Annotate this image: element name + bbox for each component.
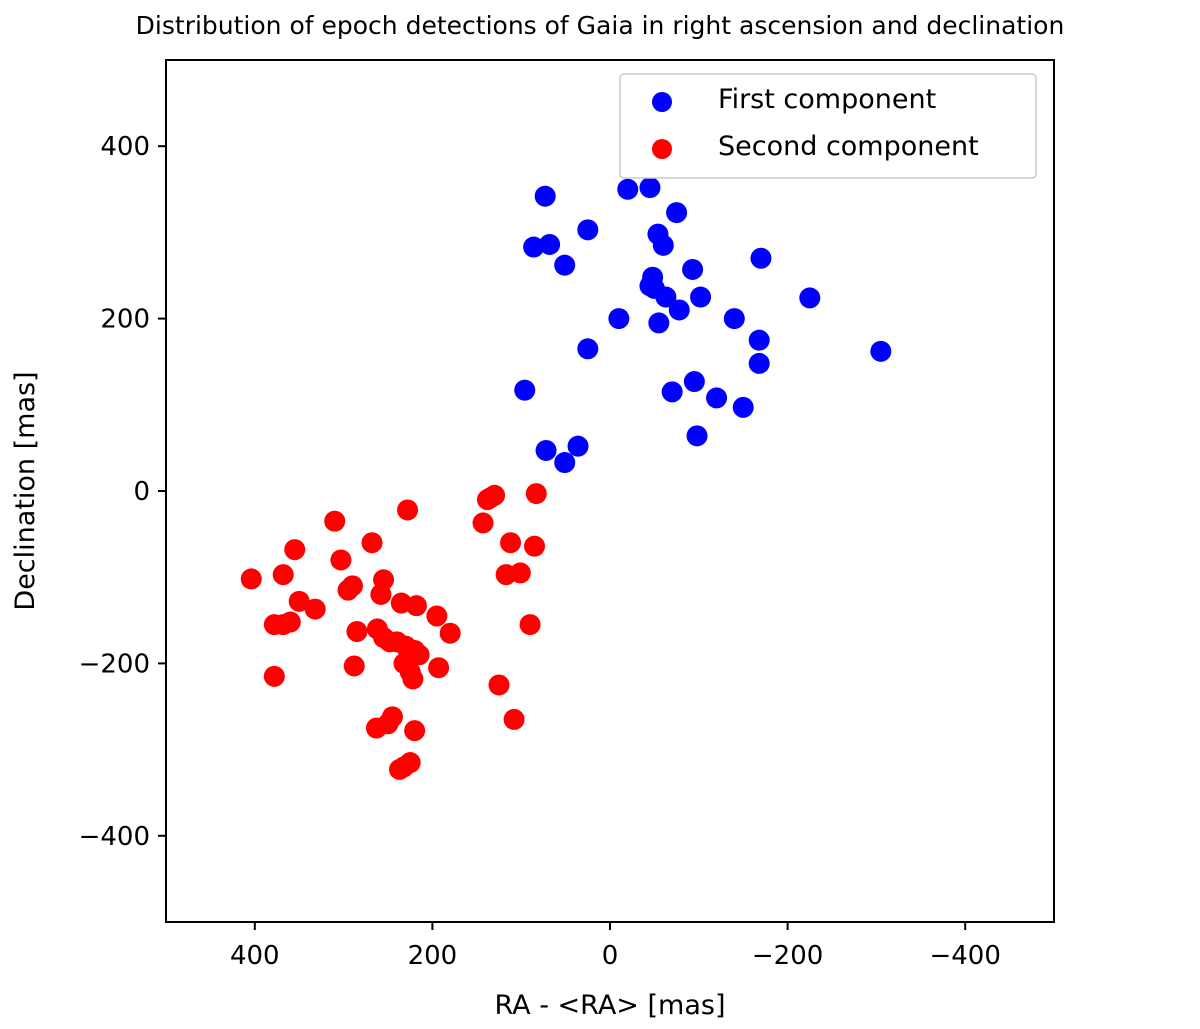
scatter-point (341, 575, 363, 597)
scatter-point (668, 299, 690, 321)
scatter-point (439, 622, 461, 644)
scatter-point (655, 286, 677, 308)
scatter-point (639, 177, 661, 199)
plot-area (165, 59, 1055, 923)
scatter-point (706, 387, 728, 409)
scatter-point (404, 720, 426, 742)
scatter-point (402, 668, 424, 690)
legend-label-second-component: Second component (718, 131, 979, 162)
x-tick-label: 0 (602, 941, 619, 971)
scatter-point (346, 621, 368, 643)
scatter-point (426, 605, 448, 627)
scatter-point (748, 329, 770, 351)
scatter-point (514, 379, 536, 401)
x-tick-label: 200 (408, 941, 458, 971)
legend: First component Second component (619, 73, 1037, 179)
scatter-point (488, 674, 510, 696)
y-tick-label: 400 (100, 132, 150, 162)
scatter-point (577, 338, 599, 360)
scatter-point (479, 487, 501, 509)
scatter-point (683, 371, 705, 393)
scatter-point (263, 665, 285, 687)
scatter-point (690, 286, 712, 308)
scatter-point (748, 352, 770, 374)
scatter-point (324, 510, 346, 532)
y-tick-label: 200 (100, 305, 150, 335)
scatter-point (686, 425, 708, 447)
scatter-point (524, 535, 546, 557)
scatter-point (799, 287, 821, 309)
x-tick-label: −400 (929, 941, 1000, 971)
scatter-point (503, 708, 525, 730)
scatter-point (330, 549, 352, 571)
legend-marker-second-component (652, 139, 672, 159)
y-tick-label: −200 (79, 649, 150, 679)
scatter-point (405, 595, 427, 617)
scatter-point (304, 598, 326, 620)
scatter-point (567, 435, 589, 457)
scatter-point (554, 452, 576, 474)
scatter-point (750, 247, 772, 269)
scatter-point (648, 312, 670, 334)
scatter-point (279, 611, 301, 633)
y-axis-ticks: 400 200 0 −200 −400 (79, 132, 166, 852)
scatter-point (661, 381, 683, 403)
scatter-point (554, 254, 576, 276)
scatter-point (535, 439, 557, 461)
scatter-point (519, 614, 541, 636)
scatter-point (652, 234, 674, 256)
scatter-point (732, 396, 754, 418)
scatter-point (577, 219, 599, 241)
scatter-point (525, 483, 547, 505)
scatter-point (377, 713, 399, 735)
scatter-point (666, 202, 688, 224)
scatter-point (509, 562, 531, 584)
scatter-point (500, 532, 522, 554)
scatter-point (370, 583, 392, 605)
legend-label-first-component: First component (718, 84, 936, 115)
scatter-point (240, 568, 262, 590)
legend-marker-first-component (652, 92, 672, 112)
x-tick-label: 400 (230, 941, 280, 971)
scatter-point (617, 178, 639, 200)
scatter-point (389, 758, 411, 780)
scatter-point (272, 564, 294, 586)
scatter-point (288, 590, 310, 612)
scatter-point (284, 539, 306, 561)
chart-title: Distribution of epoch detections of Gaia… (136, 11, 1065, 40)
scatter-point (361, 532, 383, 554)
x-tick-label: −200 (752, 941, 823, 971)
scatter-point (682, 258, 704, 280)
data-points (240, 177, 892, 780)
scatter-point (723, 308, 745, 330)
y-tick-label: −400 (79, 822, 150, 852)
scatter-point (472, 512, 494, 534)
scatter-point (523, 236, 545, 258)
series-first-component (514, 177, 892, 474)
scatter-point (608, 308, 630, 330)
scatter-point (539, 233, 561, 255)
legend-box (619, 73, 1037, 179)
y-tick-label: 0 (133, 477, 150, 507)
scatter-point (428, 657, 450, 679)
scatter-point (870, 340, 892, 362)
series-second-component (240, 483, 547, 780)
x-axis-label: RA - <RA> [mas] (495, 990, 726, 1021)
scatter-point (397, 499, 419, 521)
y-axis-label: Declination [mas] (10, 371, 41, 610)
x-axis-ticks: 400 200 0 −200 −400 (230, 922, 1001, 971)
scatter-point (343, 655, 365, 677)
scatter-point (534, 185, 556, 207)
